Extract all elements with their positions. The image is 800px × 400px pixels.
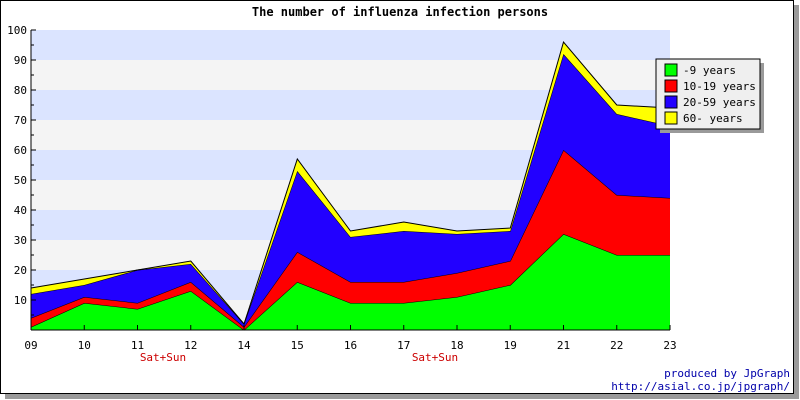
legend-label: 60- years xyxy=(683,112,743,125)
x-tick-label: 18 xyxy=(450,339,463,352)
frame-shadow-bottom xyxy=(5,394,799,399)
area-series xyxy=(31,150,670,330)
legend-swatch xyxy=(664,111,678,125)
weekend-label: Sat+Sun xyxy=(140,351,186,364)
x-tick-label: 12 xyxy=(184,339,197,352)
legend-swatch xyxy=(664,95,678,109)
frame-shadow-right xyxy=(794,5,799,399)
y-tick-label: 80 xyxy=(14,84,27,97)
y-tick-label: 40 xyxy=(14,204,27,217)
y-tick-label: 60 xyxy=(14,144,27,157)
x-tick-label: 11 xyxy=(131,339,144,352)
y-tick-label: 50 xyxy=(14,174,27,187)
x-tick-label: 16 xyxy=(344,339,357,352)
y-tick-label: 10 xyxy=(14,294,27,307)
y-tick-label: 20 xyxy=(14,264,27,277)
credit-url: http://asial.co.jp/jpgraph/ xyxy=(611,380,790,393)
y-tick-label: 70 xyxy=(14,114,27,127)
y-tick-label: 100 xyxy=(7,24,27,37)
legend-label: 20-59 years xyxy=(683,96,756,109)
y-tick-label: 30 xyxy=(14,234,27,247)
series-line xyxy=(30,40,671,326)
legend-swatch xyxy=(664,79,678,93)
legend-label: 10-19 years xyxy=(683,80,756,93)
chart-title: The number of influenza infection person… xyxy=(252,5,548,19)
legend-label: -9 years xyxy=(683,64,736,77)
x-tick-label: 15 xyxy=(291,339,304,352)
x-tick-label: 21 xyxy=(557,339,570,352)
legend: -9 years 10-19 years 20-59 years 60- yea… xyxy=(655,58,764,133)
x-tick-label: 10 xyxy=(78,339,91,352)
x-tick-label: 09 xyxy=(24,339,37,352)
legend-swatch xyxy=(664,63,678,77)
area-series xyxy=(31,54,670,327)
x-tick-label: 22 xyxy=(610,339,623,352)
y-tick-label: 90 xyxy=(14,54,27,67)
credit-line: produced by JpGraph xyxy=(664,367,790,380)
weekend-label: Sat+Sun xyxy=(412,351,458,364)
x-tick-label: 14 xyxy=(237,339,251,352)
x-tick-label: 23 xyxy=(663,339,676,352)
area-series xyxy=(31,234,670,330)
x-tick-label: 17 xyxy=(397,339,410,352)
x-tick-label: 19 xyxy=(504,339,517,352)
